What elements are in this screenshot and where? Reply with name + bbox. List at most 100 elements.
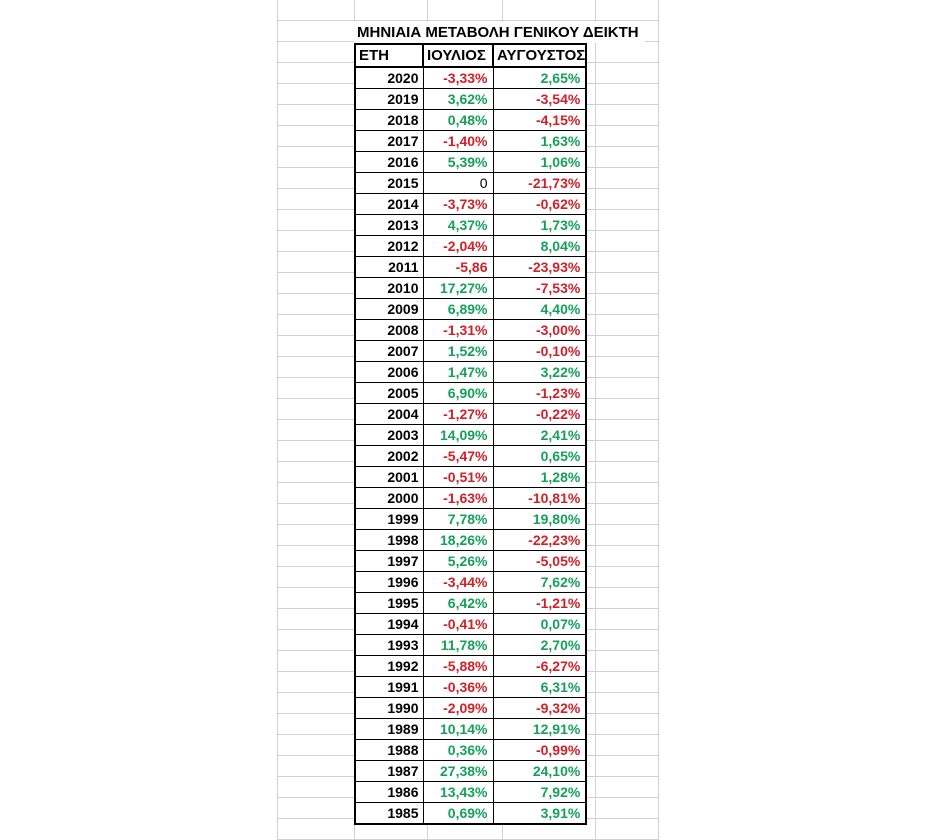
year-cell[interactable]: 2013 [354,214,424,236]
august-cell[interactable]: 1,63% [492,130,587,152]
july-cell[interactable]: 14,09% [422,424,494,446]
year-cell[interactable]: 1998 [354,529,424,551]
col-header-years[interactable]: ΕΤΗ [354,43,424,68]
august-cell[interactable]: -23,93% [492,256,587,278]
august-cell[interactable]: 24,10% [492,760,587,782]
august-cell[interactable]: 7,62% [492,571,587,593]
august-cell[interactable]: -3,54% [492,88,587,110]
august-cell[interactable]: 2,41% [492,424,587,446]
august-cell[interactable]: -9,32% [492,697,587,719]
col-header-august[interactable]: ΑΥΓΟΥΣΤΟΣ [491,43,588,68]
july-cell[interactable]: -0,51% [422,466,494,488]
july-cell[interactable]: 6,90% [422,382,494,404]
august-cell[interactable]: 3,91% [492,802,587,825]
july-cell[interactable]: -3,44% [422,571,494,593]
year-cell[interactable]: 1999 [354,508,424,530]
year-cell[interactable]: 1987 [354,760,424,782]
august-cell[interactable]: 1,28% [492,466,587,488]
august-cell[interactable]: 1,73% [492,214,587,236]
col-header-july[interactable]: ΙΟΥΛΙΟΣ [422,43,494,68]
july-cell[interactable]: -1,40% [422,130,494,152]
july-cell[interactable]: -1,27% [422,403,494,425]
august-cell[interactable]: 1,06% [492,151,587,173]
august-cell[interactable]: -10,81% [492,487,587,509]
august-cell[interactable]: 4,40% [492,298,587,320]
july-cell[interactable]: 17,27% [422,277,494,299]
year-cell[interactable]: 2011 [354,256,424,278]
august-cell[interactable]: -0,10% [492,340,587,362]
year-cell[interactable]: 1988 [354,739,424,761]
year-cell[interactable]: 1996 [354,571,424,593]
year-cell[interactable]: 1989 [354,718,424,740]
july-cell[interactable]: 7,78% [422,508,494,530]
year-cell[interactable]: 1993 [354,634,424,656]
august-cell[interactable]: 12,91% [492,718,587,740]
august-cell[interactable]: -21,73% [492,172,587,194]
july-cell[interactable]: 10,14% [422,718,494,740]
august-cell[interactable]: -0,22% [492,403,587,425]
year-cell[interactable]: 2006 [354,361,424,383]
year-cell[interactable]: 1992 [354,655,424,677]
year-cell[interactable]: 2002 [354,445,424,467]
year-cell[interactable]: 2017 [354,130,424,152]
july-cell[interactable]: -2,04% [422,235,494,257]
july-cell[interactable]: -1,31% [422,319,494,341]
year-cell[interactable]: 2020 [354,66,424,89]
august-cell[interactable]: -6,27% [492,655,587,677]
year-cell[interactable]: 2010 [354,277,424,299]
year-cell[interactable]: 2000 [354,487,424,509]
year-cell[interactable]: 2019 [354,88,424,110]
year-cell[interactable]: 1990 [354,697,424,719]
july-cell[interactable]: 3,62% [422,88,494,110]
july-cell[interactable]: 27,38% [422,760,494,782]
august-cell[interactable]: 7,92% [492,781,587,803]
july-cell[interactable]: 1,52% [422,340,494,362]
august-cell[interactable]: -22,23% [492,529,587,551]
august-cell[interactable]: 0,07% [492,613,587,635]
july-cell[interactable]: 0 [422,172,494,194]
august-cell[interactable]: -3,00% [492,319,587,341]
year-cell[interactable]: 2003 [354,424,424,446]
august-cell[interactable]: 2,65% [492,66,587,89]
year-cell[interactable]: 2016 [354,151,424,173]
july-cell[interactable]: 4,37% [422,214,494,236]
august-cell[interactable]: 0,65% [492,445,587,467]
august-cell[interactable]: 6,31% [492,676,587,698]
august-cell[interactable]: 8,04% [492,235,587,257]
august-cell[interactable]: 3,22% [492,361,587,383]
july-cell[interactable]: -2,09% [422,697,494,719]
year-cell[interactable]: 2018 [354,109,424,131]
year-cell[interactable]: 1997 [354,550,424,572]
year-cell[interactable]: 2005 [354,382,424,404]
july-cell[interactable]: -0,36% [422,676,494,698]
year-cell[interactable]: 1991 [354,676,424,698]
year-cell[interactable]: 2012 [354,235,424,257]
july-cell[interactable]: 0,48% [422,109,494,131]
year-cell[interactable]: 1994 [354,613,424,635]
july-cell[interactable]: 6,89% [422,298,494,320]
july-cell[interactable]: 6,42% [422,592,494,614]
year-cell[interactable]: 1995 [354,592,424,614]
year-cell[interactable]: 1986 [354,781,424,803]
year-cell[interactable]: 2014 [354,193,424,215]
july-cell[interactable]: -0,41% [422,613,494,635]
july-cell[interactable]: -1,63% [422,487,494,509]
august-cell[interactable]: -1,23% [492,382,587,404]
august-cell[interactable]: -0,99% [492,739,587,761]
year-cell[interactable]: 2008 [354,319,424,341]
july-cell[interactable]: -5,88% [422,655,494,677]
year-cell[interactable]: 2004 [354,403,424,425]
august-cell[interactable]: -5,05% [492,550,587,572]
july-cell[interactable]: -3,33% [422,66,494,89]
july-cell[interactable]: 13,43% [422,781,494,803]
year-cell[interactable]: 2015 [354,172,424,194]
july-cell[interactable]: 11,78% [422,634,494,656]
july-cell[interactable]: 0,36% [422,739,494,761]
august-cell[interactable]: -0,62% [492,193,587,215]
july-cell[interactable]: 0,69% [422,802,494,825]
august-cell[interactable]: -7,53% [492,277,587,299]
july-cell[interactable]: 18,26% [422,529,494,551]
july-cell[interactable]: 1,47% [422,361,494,383]
august-cell[interactable]: -4,15% [492,109,587,131]
july-cell[interactable]: -5,47% [422,445,494,467]
